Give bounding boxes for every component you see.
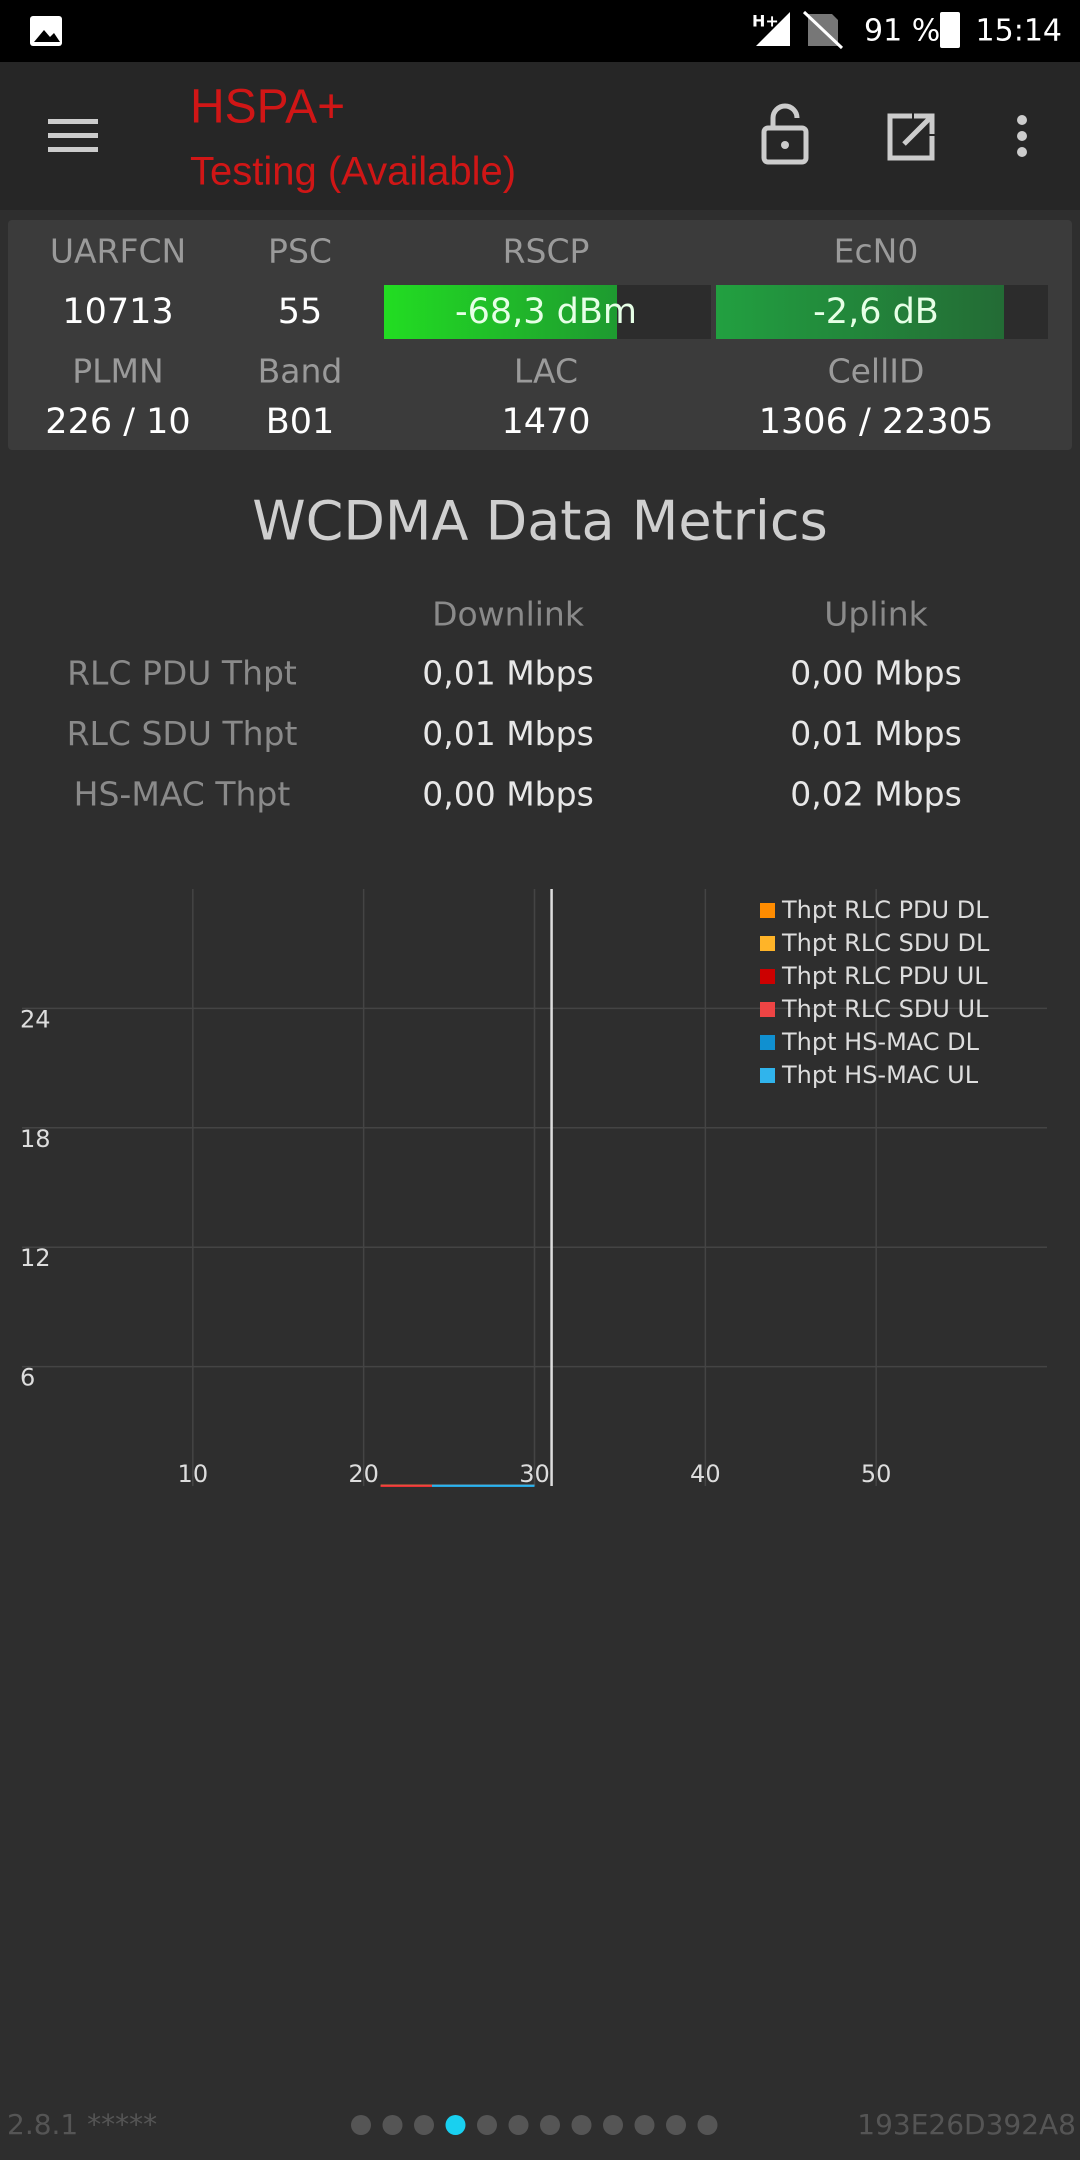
- page-dot[interactable]: [634, 2115, 655, 2135]
- legend-label: Thpt HS-MAC UL: [781, 1061, 979, 1089]
- legend-swatch: [760, 1035, 775, 1050]
- page-dot[interactable]: [697, 2115, 718, 2135]
- x-tick-label: 10: [178, 1460, 209, 1488]
- app-subtitle: Testing (Available): [190, 150, 516, 194]
- cell-value: 1470: [501, 402, 590, 442]
- chart: 6 12 18 24 10 20 30 40 50 Thpt RLC PDU DL Thpt RLC…: [20, 889, 1047, 1488]
- x-tick-label: 30: [519, 1460, 550, 1488]
- metrics-title: WCDMA Data Metrics: [252, 490, 828, 553]
- page-dot[interactable]: [508, 2115, 529, 2135]
- signal-icon: [756, 12, 790, 46]
- metric-value: 0,01 Mbps: [422, 654, 594, 693]
- battery-icon: [940, 12, 960, 48]
- metric-value: 0,01 Mbps: [422, 714, 594, 753]
- legend-label: Thpt RLC SDU DL: [781, 929, 990, 957]
- cell-value: 226 / 10: [45, 402, 190, 442]
- cell-label: LAC: [514, 352, 578, 391]
- cell-value: 55: [278, 292, 323, 332]
- cell-info: UARFCN PSC RSCP EcN0 10713 55 -68,3 dBm -2,6 dB…: [45, 232, 993, 443]
- cell-label: CellID: [828, 352, 925, 391]
- cell-label: Band: [258, 352, 343, 391]
- y-tick-label: 24: [20, 1005, 51, 1033]
- clock: 15:14: [976, 14, 1062, 49]
- cell-label: EcN0: [834, 232, 919, 271]
- y-tick-label: 12: [20, 1244, 51, 1272]
- page-dot[interactable]: [603, 2115, 623, 2135]
- legend-swatch: [760, 969, 775, 984]
- legend-label: Thpt RLC SDU UL: [781, 995, 989, 1023]
- cell-label: PLMN: [72, 352, 163, 391]
- cell-label: UARFCN: [50, 232, 186, 271]
- page-dot[interactable]: [477, 2115, 497, 2135]
- overflow-menu-button[interactable]: [1017, 115, 1027, 157]
- legend-label: Thpt RLC PDU UL: [781, 962, 988, 990]
- legend-swatch: [760, 1002, 775, 1017]
- row-label: RLC PDU Thpt: [67, 654, 297, 693]
- y-tick-label: 18: [20, 1125, 51, 1153]
- app-title: HSPA+: [190, 81, 345, 134]
- rscp-bar: [384, 285, 617, 339]
- gallery-icon-glyph: [34, 30, 60, 42]
- device-id: 193E26D392A8: [857, 2108, 1076, 2141]
- legend-swatch: [760, 936, 775, 951]
- sim-slash: [802, 10, 844, 50]
- menu-button[interactable]: [48, 119, 98, 152]
- column-header: Downlink: [432, 595, 585, 634]
- page-dot[interactable]: [445, 2115, 466, 2135]
- cell-value: B01: [266, 402, 335, 442]
- page-dot[interactable]: [382, 2115, 403, 2135]
- metric-value: 0,00 Mbps: [422, 775, 594, 814]
- row-label: RLC SDU Thpt: [67, 714, 298, 753]
- page-dot[interactable]: [540, 2115, 560, 2135]
- x-tick-label: 50: [861, 1460, 892, 1488]
- legend-swatch: [760, 903, 775, 918]
- metric-value: 0,00 Mbps: [790, 654, 962, 693]
- page-dot[interactable]: [351, 2115, 371, 2135]
- legend-label: Thpt RLC PDU DL: [781, 896, 989, 924]
- battery-level: 91 %: [864, 14, 940, 49]
- row-label: HS-MAC Thpt: [74, 775, 291, 814]
- legend-label: Thpt HS-MAC DL: [781, 1028, 980, 1056]
- x-tick-label: 20: [348, 1460, 379, 1488]
- metric-value: 0,02 Mbps: [790, 775, 962, 814]
- cell-value: -2,6 dB: [813, 292, 939, 332]
- open-external-button[interactable]: [887, 113, 935, 161]
- cell-value: 10713: [62, 292, 173, 332]
- lock-button[interactable]: [761, 103, 809, 165]
- page-dot[interactable]: [666, 2115, 686, 2135]
- metric-value: 0,01 Mbps: [790, 714, 962, 753]
- cell-label: PSC: [268, 232, 332, 271]
- ecn0-bar: [716, 285, 1004, 339]
- cell-value: -68,3 dBm: [455, 292, 637, 332]
- page-indicator: [351, 2115, 718, 2135]
- x-tick-label: 40: [690, 1460, 721, 1488]
- status-bar: [0, 0, 1080, 62]
- cell-label: RSCP: [503, 232, 590, 271]
- metrics-table: Downlink Uplink RLC PDU Thpt 0,01 Mbps 0,00 …: [67, 595, 962, 814]
- app-bar: [0, 62, 1080, 210]
- network-type: H+: [752, 12, 779, 31]
- cell-value: 1306 / 22305: [759, 402, 993, 442]
- legend-swatch: [760, 1068, 775, 1083]
- y-tick-label: 6: [20, 1364, 35, 1392]
- version: 2.8.1 *****: [7, 2108, 157, 2141]
- page-dot[interactable]: [414, 2115, 434, 2135]
- column-header: Uplink: [824, 595, 928, 634]
- page-dot[interactable]: [571, 2115, 592, 2135]
